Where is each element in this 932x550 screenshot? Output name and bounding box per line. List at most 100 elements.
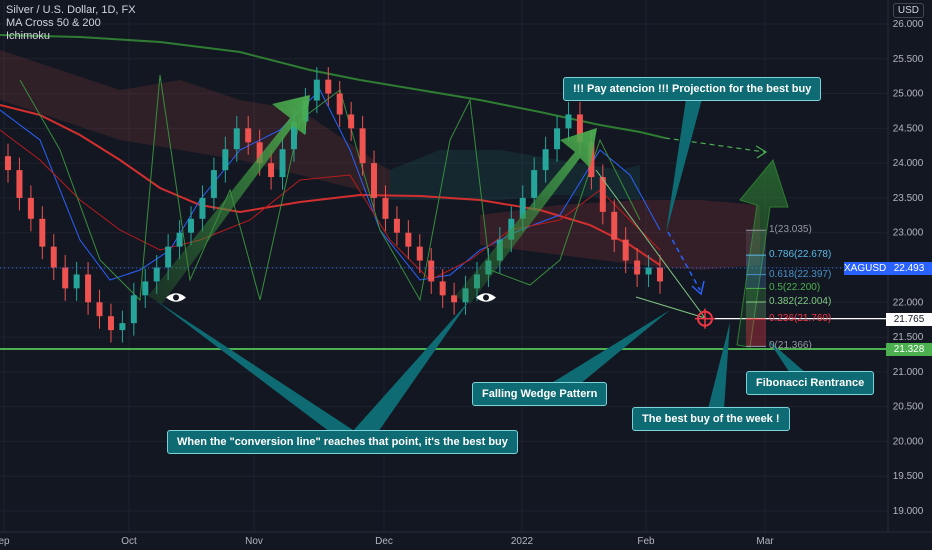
eye-icon — [166, 293, 186, 302]
candle-body — [359, 128, 366, 164]
candle-body — [634, 260, 641, 275]
candle-body — [142, 281, 149, 296]
chart-legend: Silver / U.S. Dollar, 1D, FX MA Cross 50… — [6, 4, 136, 43]
price-tick-label: 21.000 — [893, 367, 924, 378]
candle-body — [153, 267, 160, 282]
time-tick-label: Dec — [375, 536, 393, 547]
price-tick-label: 19.500 — [893, 471, 924, 482]
projection-arrow — [736, 158, 789, 348]
time-tick-label: Mar — [756, 536, 774, 547]
candle-body — [313, 79, 320, 101]
current-symbol-tag: XAGUSD — [844, 262, 887, 275]
callout-best-buy: The best buy of the week ! — [632, 407, 790, 431]
pointer-conversion-left — [155, 300, 356, 432]
candle-body — [531, 170, 538, 198]
candle-body — [107, 316, 114, 331]
fib-level-label: 0.382(22.004) — [769, 296, 832, 307]
candle-body — [199, 197, 206, 219]
candle-body — [428, 260, 435, 282]
candle-body — [245, 128, 252, 143]
candle-body — [382, 197, 389, 219]
candle-body — [16, 170, 23, 198]
candle-body — [393, 218, 400, 233]
fib-zone — [746, 255, 766, 275]
candle-body — [5, 156, 11, 171]
arrowhead — [691, 280, 705, 296]
price-tick-label: 20.500 — [893, 402, 924, 413]
price-tick-label: 24.000 — [893, 158, 924, 169]
arrow-up-1 — [148, 95, 310, 304]
pointer-wedge — [550, 310, 670, 384]
line-price-tag: 21.765 — [886, 313, 932, 326]
candle-body — [336, 93, 343, 115]
candlesticks — [5, 67, 663, 343]
candle-body — [451, 295, 458, 303]
candle-body — [85, 274, 92, 303]
cloud-bearish — [0, 50, 390, 200]
fib-level-label: 0.786(22.678) — [769, 249, 832, 261]
fib-zone — [746, 230, 766, 256]
candle-body — [542, 149, 549, 171]
candle-body — [279, 149, 286, 178]
conversion-line — [0, 89, 661, 281]
fib-level-label: 0(21.366) — [769, 340, 812, 352]
candle-body — [290, 121, 297, 150]
fib-zone — [746, 288, 766, 303]
fib-level-label: 1(23.035) — [769, 224, 812, 236]
support-price-tag: 21.328 — [886, 343, 932, 356]
candle-body — [233, 128, 240, 150]
callout-fib: Fibonacci Rentrance — [746, 371, 875, 395]
arrow-up-2 — [455, 128, 597, 304]
candle-body — [50, 246, 57, 268]
callout-wedge: Falling Wedge Pattern — [472, 382, 608, 406]
current-price-tag: 22.493 — [886, 262, 932, 275]
candle-body — [611, 211, 618, 240]
callout-conversion: When the "conversion line" reaches that … — [167, 430, 518, 454]
time-tick-label: 2022 — [511, 536, 534, 547]
wedge-upper — [595, 169, 706, 319]
time-axis[interactable]: ep Oct Nov Dec 2022 Feb Mar — [0, 531, 932, 547]
price-tick-label: 24.500 — [893, 123, 924, 134]
fib-level-label: 0.236(21.760) — [769, 312, 832, 324]
callout-projection: !!! Pay atencion !!! Projection for the … — [563, 77, 822, 101]
candle-body — [27, 197, 34, 219]
candle-body — [119, 323, 126, 331]
candle-body — [165, 246, 172, 268]
time-tick-label: Oct — [121, 536, 137, 547]
time-tick-label: Feb — [637, 536, 655, 547]
candle-body — [519, 197, 526, 219]
candle-body — [554, 128, 561, 150]
price-tick-label: 22.000 — [893, 297, 924, 308]
fib-level-label: 0.5(22.200) — [769, 282, 821, 294]
time-tick-label: ep — [0, 536, 10, 547]
cloud-bearish-future — [480, 200, 760, 270]
time-tick-label: Nov — [245, 536, 263, 547]
candle-body — [439, 281, 446, 296]
candle-body — [576, 114, 583, 143]
base-line — [0, 129, 661, 281]
price-tick-label: 19.000 — [893, 506, 924, 517]
fib-zone — [746, 274, 766, 289]
candle-body — [348, 114, 355, 129]
price-tick-label: 23.500 — [893, 193, 924, 204]
drawings — [0, 95, 886, 432]
currency-badge[interactable]: USD — [892, 3, 924, 18]
candle-body — [657, 267, 663, 282]
candle-body — [130, 295, 137, 324]
candle-body — [645, 267, 652, 275]
price-tick-label: 21.500 — [893, 332, 924, 343]
pointer-conversion-right — [352, 300, 470, 432]
candle-body — [210, 170, 217, 198]
ma-projection — [664, 137, 766, 153]
wedge-lower — [635, 296, 706, 319]
price-tick-label: 25.000 — [893, 89, 924, 100]
legend-ma: MA Cross 50 & 200 — [6, 17, 101, 29]
candle-body — [62, 267, 69, 289]
candle-body — [325, 79, 332, 94]
legend-title: Silver / U.S. Dollar, 1D, FX — [6, 4, 136, 16]
candle-body — [565, 114, 572, 129]
pointer-best-buy — [708, 322, 730, 409]
eye-icon — [476, 293, 496, 302]
candle-body — [73, 274, 80, 289]
candle-body — [256, 142, 263, 164]
